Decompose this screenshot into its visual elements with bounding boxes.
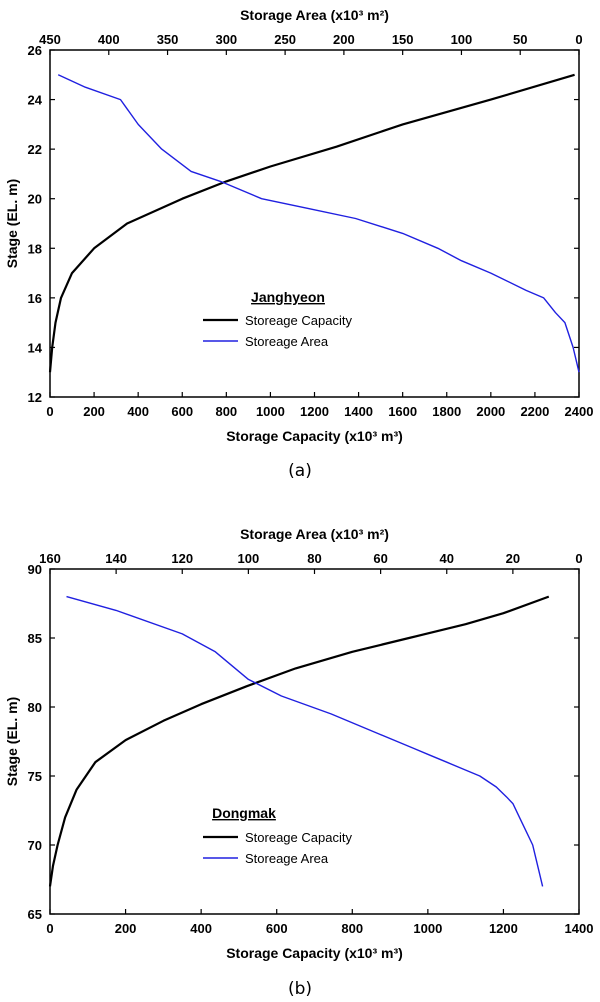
x-top-tick-label: 160 (39, 551, 61, 566)
x-bottom-tick-label: 200 (115, 921, 137, 936)
x-top-tick-label: 450 (39, 32, 61, 47)
x-top-tick-label: 40 (440, 551, 454, 566)
y-tick-label: 80 (28, 700, 42, 715)
x-top-axis-title: Storage Area (x10³ m²) (240, 7, 389, 23)
series-storage-capacity-line (48, 595, 550, 887)
x-top-tick-label: 80 (307, 551, 321, 566)
y-tick-label: 14 (28, 340, 43, 355)
x-top-tick-label: 50 (513, 32, 527, 47)
x-bottom-tick-label: 1200 (300, 404, 329, 419)
x-bottom-tick-label: 1400 (565, 921, 594, 936)
x-top-tick-label: 120 (171, 551, 193, 566)
x-bottom-tick-label: 1800 (432, 404, 461, 419)
y-axis-title: Stage (EL. m) (4, 179, 20, 268)
x-top-tick-label: 20 (506, 551, 520, 566)
x-top-tick-label: 0 (575, 551, 582, 566)
x-bottom-axis-title: Storage Capacity (x10³ m³) (226, 945, 403, 961)
legend-title: Janghyeon (251, 289, 325, 305)
y-tick-label: 24 (28, 93, 43, 108)
x-bottom-tick-label: 600 (266, 921, 288, 936)
x-bottom-tick-label: 1600 (388, 404, 417, 419)
x-bottom-tick-label: 1000 (413, 921, 442, 936)
legend-entry-label: Storeage Capacity (245, 830, 352, 845)
x-bottom-tick-label: 200 (83, 404, 105, 419)
y-tick-label: 70 (28, 838, 42, 853)
y-tick-label: 65 (28, 907, 42, 922)
y-axis-title: Stage (EL. m) (4, 697, 20, 786)
series-storage-capacity-line (48, 73, 575, 373)
x-top-tick-label: 100 (238, 551, 260, 566)
figure-caption: (b) (288, 979, 312, 999)
x-top-tick-label: 400 (98, 32, 120, 47)
legend-entry-label: Storeage Capacity (245, 313, 352, 328)
y-tick-label: 26 (28, 43, 42, 58)
x-top-tick-label: 60 (373, 551, 387, 566)
y-tick-label: 18 (28, 241, 42, 256)
legend-entry-label: Storeage Area (245, 851, 329, 866)
series-storage-area-line (57, 74, 580, 373)
y-tick-label: 90 (28, 562, 42, 577)
y-tick-label: 20 (28, 192, 42, 207)
x-top-axis-title: Storage Area (x10³ m²) (240, 526, 389, 542)
series-storage-area-line (66, 595, 544, 887)
y-tick-label: 12 (28, 390, 42, 405)
legend: Janghyeon Storeage Capacity Storeage Area (203, 289, 352, 349)
chart-a: 0 200 400 600 800 1000 1200 1400 1600 1800 2000 220… (4, 7, 593, 481)
x-top-tick-label: 100 (451, 32, 473, 47)
x-bottom-tick-label: 800 (341, 921, 363, 936)
x-bottom-tick-label: 2200 (520, 404, 549, 419)
x-bottom-tick-label: 1000 (256, 404, 285, 419)
y-tick-label: 75 (28, 769, 42, 784)
x-top-tick-label: 250 (274, 32, 296, 47)
x-bottom-tick-label: 0 (46, 921, 53, 936)
y-tick-label: 22 (28, 142, 42, 157)
x-top-tick-label: 140 (105, 551, 127, 566)
x-top-tick-label: 150 (392, 32, 414, 47)
x-bottom-tick-label: 400 (127, 404, 149, 419)
x-bottom-tick-label: 1200 (489, 921, 518, 936)
y-tick-label: 16 (28, 291, 42, 306)
x-top-tick-label: 200 (333, 32, 355, 47)
x-bottom-tick-label: 600 (171, 404, 193, 419)
legend-entry-label: Storeage Area (245, 334, 329, 349)
legend-title: Dongmak (212, 805, 276, 821)
legend: Dongmak Storeage Capacity Storeage Area (203, 805, 352, 866)
x-bottom-tick-label: 2400 (565, 404, 594, 419)
x-bottom-tick-label: 800 (215, 404, 237, 419)
x-top-tick-label: 300 (215, 32, 237, 47)
figure-caption: (a) (288, 461, 312, 481)
x-bottom-tick-label: 2000 (476, 404, 505, 419)
x-bottom-axis-title: Storage Capacity (x10³ m³) (226, 428, 403, 444)
x-bottom-tick-label: 1400 (344, 404, 373, 419)
x-bottom-tick-label: 400 (190, 921, 212, 936)
y-tick-label: 85 (28, 631, 42, 646)
x-top-tick-label: 0 (575, 32, 582, 47)
x-bottom-tick-label: 0 (46, 404, 53, 419)
x-top-tick-label: 350 (157, 32, 179, 47)
